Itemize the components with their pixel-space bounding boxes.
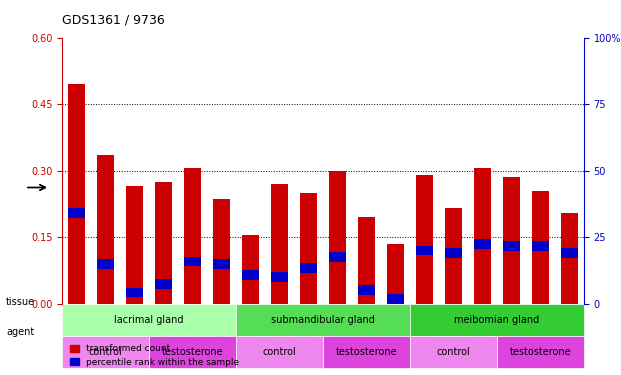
FancyBboxPatch shape: [323, 336, 410, 368]
Legend: transformed count, percentile rank within the sample: transformed count, percentile rank withi…: [66, 341, 243, 370]
Bar: [415, 246, 433, 255]
Bar: [561, 248, 578, 258]
Text: testosterone: testosterone: [161, 346, 224, 357]
Bar: [184, 168, 201, 304]
Bar: [358, 285, 375, 295]
Bar: [474, 239, 491, 249]
FancyBboxPatch shape: [410, 336, 497, 368]
Bar: [271, 184, 288, 304]
Text: GDS1361 / 9736: GDS1361 / 9736: [62, 13, 165, 26]
Text: meibomian gland: meibomian gland: [454, 315, 540, 325]
Text: agent: agent: [6, 327, 34, 337]
FancyBboxPatch shape: [62, 336, 149, 368]
Bar: [155, 279, 172, 288]
Text: testosterone: testosterone: [509, 346, 571, 357]
Bar: [97, 259, 114, 268]
Bar: [502, 241, 520, 251]
Bar: [387, 244, 404, 304]
Bar: [445, 248, 462, 258]
Bar: [184, 256, 201, 266]
Bar: [68, 208, 85, 218]
FancyBboxPatch shape: [236, 336, 323, 368]
FancyBboxPatch shape: [149, 336, 236, 368]
FancyBboxPatch shape: [410, 304, 584, 336]
Bar: [213, 200, 230, 304]
Bar: [126, 186, 143, 304]
Bar: [387, 294, 404, 304]
Text: lacrimal gland: lacrimal gland: [114, 315, 184, 325]
FancyBboxPatch shape: [236, 304, 410, 336]
Text: tissue: tissue: [6, 297, 35, 307]
Bar: [415, 175, 433, 304]
Bar: [300, 263, 317, 273]
Bar: [126, 288, 143, 297]
Bar: [532, 241, 549, 251]
Bar: [300, 193, 317, 304]
Text: testosterone: testosterone: [335, 346, 397, 357]
Bar: [561, 213, 578, 304]
Text: control: control: [89, 346, 122, 357]
FancyBboxPatch shape: [497, 336, 584, 368]
Bar: [329, 252, 346, 262]
Bar: [242, 270, 259, 280]
Bar: [502, 177, 520, 304]
Text: submandibular gland: submandibular gland: [271, 315, 375, 325]
Bar: [242, 235, 259, 304]
FancyBboxPatch shape: [62, 304, 236, 336]
Bar: [271, 272, 288, 282]
Bar: [155, 182, 172, 304]
Bar: [213, 259, 230, 268]
Bar: [358, 217, 375, 304]
Bar: [329, 171, 346, 304]
Text: control: control: [263, 346, 296, 357]
Bar: [532, 190, 549, 304]
Bar: [474, 168, 491, 304]
Bar: [445, 208, 462, 304]
Text: control: control: [437, 346, 470, 357]
Bar: [97, 155, 114, 304]
Bar: [68, 84, 85, 304]
